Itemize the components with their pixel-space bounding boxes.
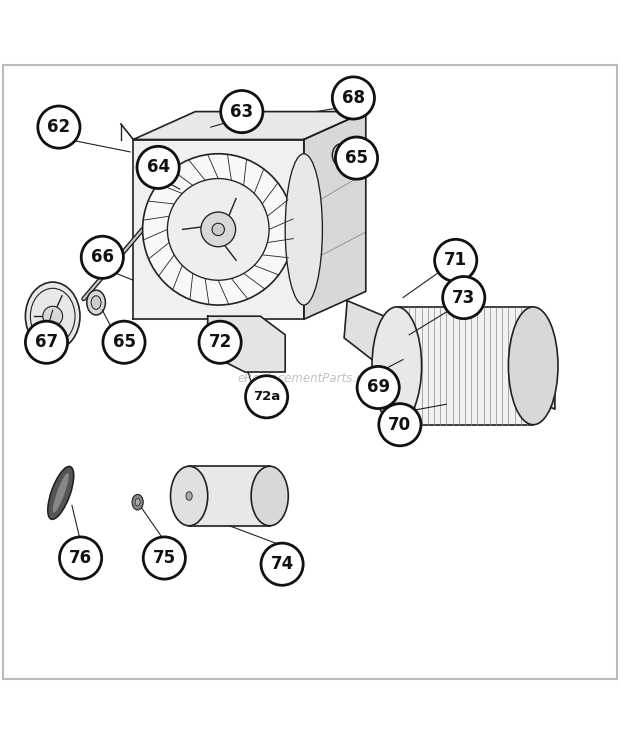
Ellipse shape <box>337 149 345 161</box>
Ellipse shape <box>25 282 80 350</box>
Text: 72: 72 <box>208 333 232 351</box>
Polygon shape <box>133 112 366 139</box>
Ellipse shape <box>170 466 208 526</box>
Text: 66: 66 <box>91 248 114 266</box>
Text: 67: 67 <box>35 333 58 351</box>
Ellipse shape <box>91 295 101 310</box>
Polygon shape <box>534 344 555 409</box>
Text: 71: 71 <box>444 251 467 269</box>
Circle shape <box>443 277 485 318</box>
Ellipse shape <box>53 473 69 513</box>
Circle shape <box>38 106 80 148</box>
Circle shape <box>60 537 102 579</box>
Circle shape <box>25 321 68 363</box>
Circle shape <box>221 91 263 132</box>
Circle shape <box>103 321 145 363</box>
Polygon shape <box>208 316 285 372</box>
Circle shape <box>379 403 421 446</box>
Ellipse shape <box>508 307 558 425</box>
Circle shape <box>137 147 179 188</box>
Polygon shape <box>189 466 270 526</box>
Text: 65: 65 <box>112 333 136 351</box>
Polygon shape <box>397 307 533 425</box>
Text: 63: 63 <box>230 103 254 121</box>
Polygon shape <box>344 301 397 359</box>
Text: 74: 74 <box>270 555 294 573</box>
Circle shape <box>212 223 224 236</box>
Polygon shape <box>133 139 304 319</box>
Circle shape <box>335 137 378 179</box>
Circle shape <box>261 543 303 586</box>
Circle shape <box>81 236 123 278</box>
Circle shape <box>201 212 236 247</box>
Ellipse shape <box>186 492 192 500</box>
Ellipse shape <box>135 498 140 506</box>
Text: 68: 68 <box>342 89 365 107</box>
Circle shape <box>143 537 185 579</box>
Text: 70: 70 <box>388 416 412 434</box>
Circle shape <box>332 77 374 119</box>
Ellipse shape <box>372 307 422 425</box>
Text: 76: 76 <box>69 549 92 567</box>
Circle shape <box>167 179 269 280</box>
Text: 64: 64 <box>146 158 170 176</box>
Ellipse shape <box>285 154 322 305</box>
Polygon shape <box>304 112 366 319</box>
Ellipse shape <box>48 466 74 519</box>
Text: 69: 69 <box>366 379 390 397</box>
Ellipse shape <box>332 144 350 166</box>
Circle shape <box>357 366 399 408</box>
Circle shape <box>143 154 294 305</box>
Text: 75: 75 <box>153 549 176 567</box>
Text: eReplacementParts.com: eReplacementParts.com <box>238 372 382 385</box>
Circle shape <box>246 376 288 418</box>
Text: 65: 65 <box>345 149 368 167</box>
Text: 73: 73 <box>452 289 476 307</box>
Ellipse shape <box>251 466 288 526</box>
Circle shape <box>435 240 477 281</box>
Ellipse shape <box>132 495 143 510</box>
Text: 72a: 72a <box>253 391 280 403</box>
Ellipse shape <box>87 290 105 315</box>
Text: 62: 62 <box>47 118 71 136</box>
Circle shape <box>199 321 241 363</box>
Circle shape <box>43 307 63 326</box>
